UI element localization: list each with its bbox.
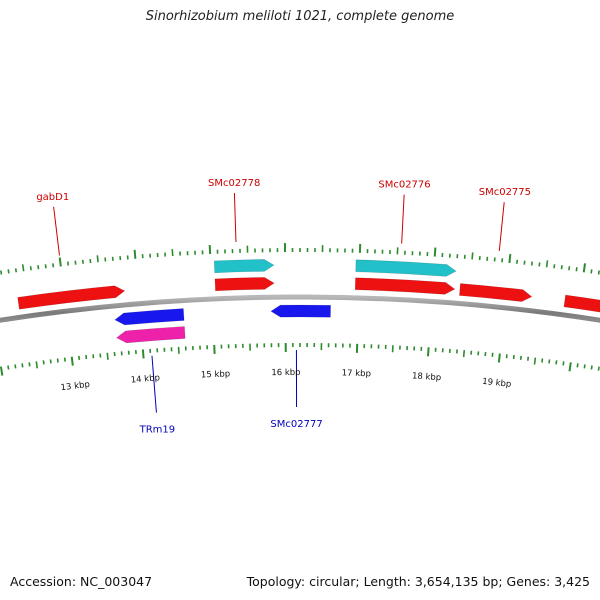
- inner-tick-mark: [497, 353, 501, 363]
- label-leader-line: [151, 355, 157, 413]
- smc02778-gene-arrow[interactable]: [214, 277, 275, 292]
- inner-tick-mark: [427, 347, 430, 357]
- outer-tick-mark: [7, 269, 10, 274]
- feature-label-smc02777[interactable]: SMc02777: [270, 419, 322, 430]
- feature-label-smc02775[interactable]: SMc02775: [479, 187, 531, 198]
- scale-label: 16 kbp: [271, 368, 300, 378]
- genome-summary-text: Topology: circular; Length: 3,654,135 bp…: [246, 574, 590, 589]
- outer-tick-mark: [21, 264, 25, 272]
- outer-tick-mark: [568, 266, 571, 271]
- scale-label: 18 kbp: [412, 371, 442, 383]
- inner-tick-mark: [35, 361, 39, 369]
- inner-tick-mark: [548, 359, 551, 364]
- inner-tick-mark: [562, 361, 565, 366]
- outer-tick-mark: [0, 270, 3, 275]
- inner-tick-mark: [14, 364, 17, 369]
- outer-tick-mark: [553, 264, 556, 269]
- inner-tick-mark: [21, 363, 24, 368]
- outer-tick-mark: [14, 268, 18, 273]
- outer-tick-mark: [590, 269, 593, 274]
- label-leader-line: [498, 202, 505, 251]
- feature-label-smc02776[interactable]: SMc02776: [378, 180, 430, 191]
- outer-tick-ring: [0, 243, 600, 275]
- outer-tick-mark: [58, 257, 62, 267]
- inner-tick-mark: [583, 364, 586, 369]
- genome-backbone: [0, 294, 600, 323]
- inner-tick-mark: [576, 363, 579, 368]
- scale-label: 19 kbp: [482, 377, 512, 390]
- inner-tick-mark: [56, 358, 59, 363]
- scale-label: 14 kbp: [130, 373, 160, 385]
- inner-tick-mark: [533, 357, 537, 365]
- gabd1-gene-arrow[interactable]: [17, 285, 126, 310]
- scale-label: 13 kbp: [60, 380, 90, 393]
- outer-tick-mark: [29, 266, 32, 271]
- outer-tick-mark: [44, 264, 47, 269]
- inner-tick-mark: [597, 366, 600, 371]
- smc02777-rna-arrow[interactable]: [270, 304, 331, 318]
- unnamed-gene-arrow[interactable]: [563, 294, 600, 314]
- inner-tick-mark: [568, 362, 572, 372]
- outer-tick-mark: [545, 260, 549, 268]
- inner-tick-mark: [541, 358, 544, 363]
- trm19-rna-arrow[interactable]: [114, 308, 185, 326]
- inner-tick-mark: [462, 350, 466, 358]
- outer-tick-mark: [582, 263, 587, 273]
- genome-title: Sinorhizobium meliloti 1021, complete ge…: [145, 9, 455, 24]
- smc02778-cds-arrow[interactable]: [213, 259, 275, 274]
- label-leader-line: [53, 206, 60, 256]
- accession-text: Accession: NC_003047: [10, 574, 153, 589]
- inner-tick-mark: [555, 360, 558, 365]
- outer-tick-mark: [471, 252, 474, 260]
- outer-tick-mark: [508, 253, 512, 264]
- outer-tick-mark: [37, 265, 40, 270]
- outer-tick-mark: [433, 247, 437, 257]
- outer-tick-mark: [560, 265, 563, 270]
- label-leader-layer: [53, 193, 505, 413]
- inner-tick-mark: [590, 365, 593, 370]
- scale-label: 17 kbp: [342, 368, 372, 379]
- inner-tick-mark: [7, 365, 10, 370]
- outer-tick-mark: [133, 249, 137, 259]
- trm19-trna-arrow[interactable]: [116, 326, 186, 344]
- feature-label-trm19[interactable]: TRm19: [139, 425, 176, 436]
- outer-tick-mark: [96, 255, 99, 263]
- inner-tick-mark: [42, 360, 45, 365]
- outer-tick-mark: [575, 267, 578, 272]
- label-leader-line: [401, 194, 405, 244]
- label-leader-line: [233, 193, 237, 243]
- smc02776-cds-arrow[interactable]: [355, 259, 457, 277]
- inner-tick-mark: [106, 352, 109, 360]
- outer-tick-mark: [52, 263, 55, 268]
- inner-tick-mark: [28, 362, 31, 367]
- inner-tick-mark: [49, 359, 52, 364]
- feature-label-layer: gabD1 SMc02778 SMc02776 SMc02775 TRm19 SMc027…: [36, 178, 531, 436]
- outer-tick-mark: [597, 270, 600, 275]
- scale-label: 15 kbp: [201, 369, 231, 380]
- smc02776-gene-arrow[interactable]: [354, 277, 456, 295]
- feature-track-layer: [17, 259, 600, 344]
- smc02775-gene-arrow[interactable]: [459, 283, 533, 302]
- inner-tick-ring: [0, 343, 600, 376]
- inner-tick-mark: [141, 349, 145, 359]
- feature-label-gabd1[interactable]: gabD1: [36, 192, 69, 203]
- inner-tick-mark: [0, 366, 4, 376]
- scale-label-layer: 13 kbp 14 kbp 15 kbp 16 kbp 17 kbp 18 kbp 19 k…: [60, 368, 512, 393]
- inner-tick-mark: [70, 356, 74, 366]
- feature-label-smc02778[interactable]: SMc02778: [208, 178, 260, 189]
